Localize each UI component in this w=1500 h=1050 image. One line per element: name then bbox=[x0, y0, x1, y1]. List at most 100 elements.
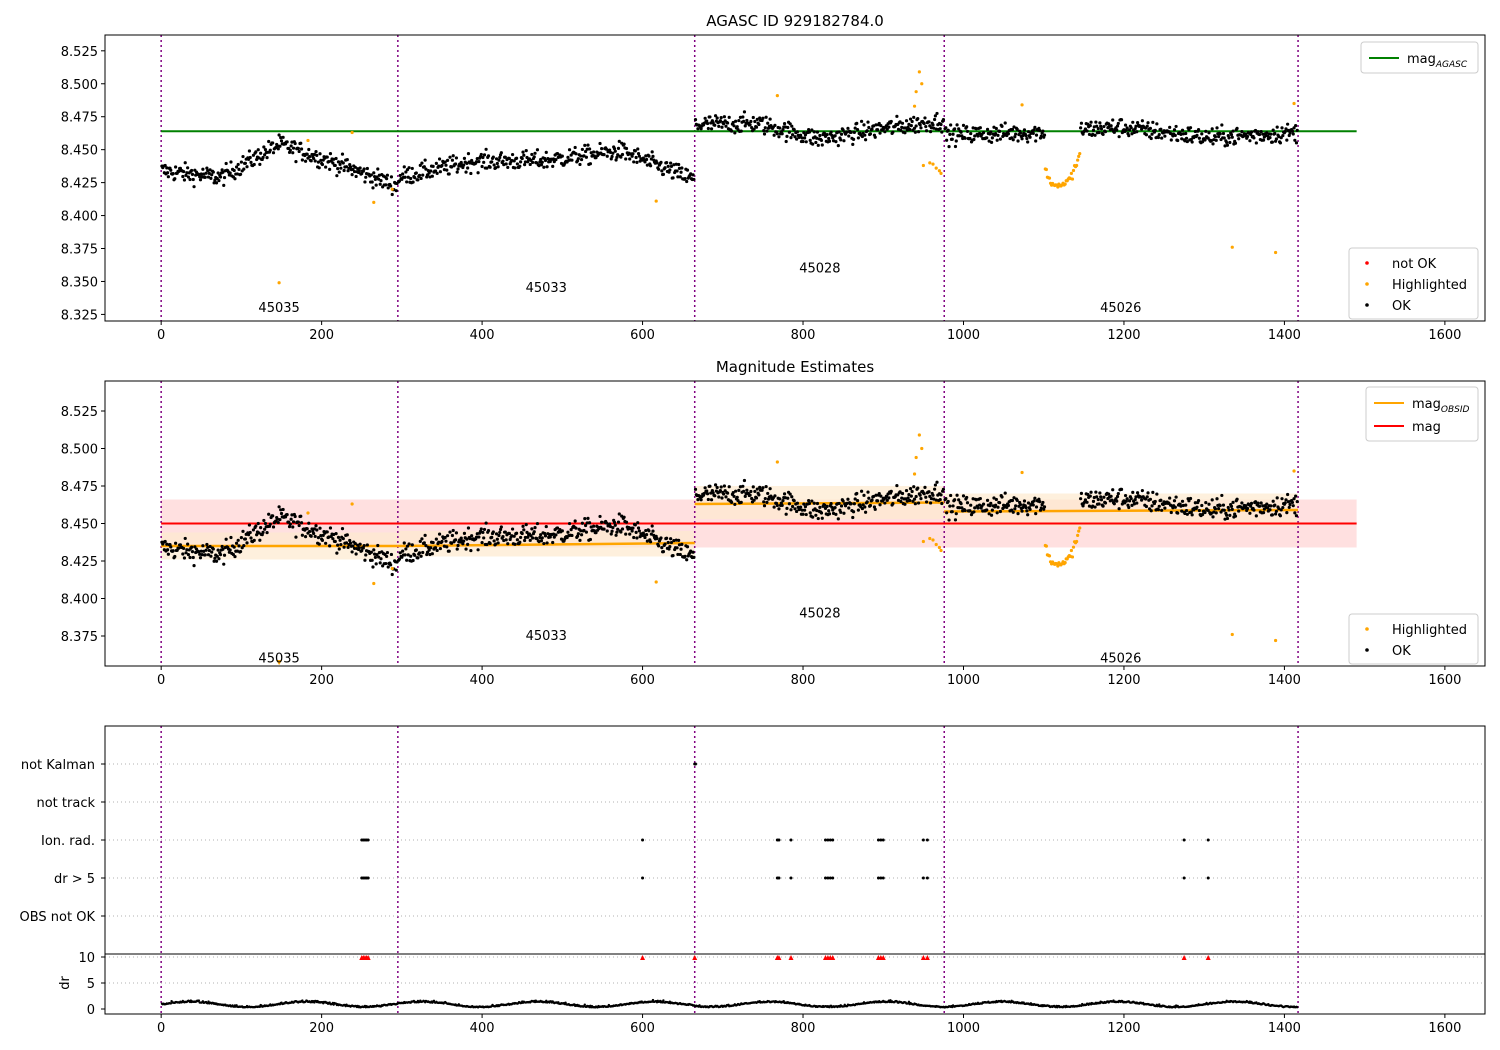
dr-clipped-marker bbox=[924, 955, 930, 960]
highlighted-point bbox=[350, 502, 354, 506]
ok-point bbox=[205, 542, 209, 547]
ok-point bbox=[362, 167, 366, 171]
ok-point bbox=[1016, 512, 1020, 516]
ok-point bbox=[929, 496, 933, 501]
ok-point bbox=[166, 552, 170, 556]
obsid-label: 45035 bbox=[258, 652, 299, 667]
ok-point bbox=[691, 173, 695, 177]
ok-point bbox=[1099, 495, 1103, 499]
ok-point bbox=[810, 499, 814, 503]
ok-point bbox=[772, 505, 776, 509]
flag-point bbox=[789, 838, 793, 842]
ok-point bbox=[872, 494, 876, 499]
ok-point bbox=[624, 520, 629, 524]
x-tick-label: 1400 bbox=[1268, 1021, 1301, 1036]
ok-point bbox=[891, 130, 895, 134]
ok-point bbox=[267, 512, 271, 516]
ok-point bbox=[307, 521, 311, 525]
ok-point bbox=[1129, 126, 1133, 130]
ok-point bbox=[1151, 490, 1155, 494]
ok-point bbox=[544, 524, 548, 529]
legend-point-label: OK bbox=[1392, 644, 1411, 659]
ok-point bbox=[1028, 507, 1032, 512]
ok-point bbox=[499, 151, 503, 155]
ok-point bbox=[924, 500, 929, 504]
ok-point bbox=[1278, 514, 1283, 518]
ok-point bbox=[1197, 136, 1201, 140]
legend-point-swatch bbox=[1365, 282, 1369, 286]
ok-point bbox=[604, 521, 609, 525]
ok-point bbox=[456, 543, 460, 548]
ok-point bbox=[638, 535, 642, 539]
ok-point bbox=[420, 161, 424, 165]
highlighted-point bbox=[928, 161, 932, 165]
ok-point bbox=[766, 121, 770, 125]
ok-point bbox=[334, 156, 338, 161]
ok-point bbox=[285, 512, 289, 517]
ok-point bbox=[1013, 507, 1017, 511]
highlighted-point bbox=[1292, 101, 1296, 106]
ok-point bbox=[1169, 510, 1173, 515]
offscale-marker bbox=[276, 660, 283, 665]
ok-point bbox=[177, 546, 181, 550]
ok-point bbox=[1085, 500, 1089, 504]
ok-point bbox=[1181, 503, 1185, 508]
ok-point bbox=[1288, 131, 1292, 135]
ok-point bbox=[345, 533, 349, 537]
ok-point bbox=[1214, 511, 1218, 515]
ok-point bbox=[743, 494, 747, 498]
ok-point bbox=[573, 145, 577, 150]
ok-point bbox=[1190, 140, 1194, 144]
ok-point bbox=[632, 535, 636, 540]
ok-point bbox=[643, 535, 647, 540]
ok-point bbox=[692, 555, 696, 559]
ok-point bbox=[762, 504, 767, 508]
ok-point bbox=[782, 122, 787, 126]
ok-point bbox=[1091, 499, 1096, 503]
ok-point bbox=[442, 168, 446, 172]
ok-point bbox=[411, 558, 415, 563]
ok-point bbox=[1180, 128, 1185, 132]
ok-point bbox=[444, 163, 448, 167]
ok-point bbox=[1083, 498, 1088, 502]
ok-point bbox=[506, 542, 510, 546]
ok-point bbox=[544, 150, 548, 154]
ok-point bbox=[1149, 509, 1153, 513]
ok-point bbox=[1185, 139, 1189, 144]
ok-point bbox=[552, 535, 556, 539]
ok-point bbox=[523, 538, 527, 543]
ok-point bbox=[878, 131, 882, 135]
x-tick-label: 400 bbox=[470, 673, 495, 688]
ok-point bbox=[644, 528, 648, 533]
ok-point bbox=[1146, 121, 1150, 125]
ok-point bbox=[1188, 126, 1193, 130]
ok-point bbox=[1259, 130, 1263, 134]
ok-point bbox=[402, 165, 406, 169]
ok-point bbox=[1221, 131, 1226, 136]
ok-point bbox=[202, 549, 206, 553]
ok-point bbox=[291, 146, 296, 150]
ok-point bbox=[758, 116, 762, 120]
ok-point bbox=[815, 130, 820, 134]
x-tick-label: 800 bbox=[791, 673, 816, 688]
ok-point bbox=[1183, 511, 1187, 516]
ok-point bbox=[285, 140, 289, 144]
ok-point bbox=[1010, 498, 1015, 503]
ok-point bbox=[807, 498, 811, 503]
ok-point bbox=[519, 160, 523, 164]
ok-point bbox=[1252, 136, 1256, 140]
ok-point bbox=[203, 175, 207, 179]
ok-point bbox=[1286, 500, 1291, 504]
ok-point bbox=[410, 166, 414, 171]
y-tick-label: 8.475 bbox=[61, 111, 98, 126]
ok-point bbox=[523, 163, 527, 167]
ok-point bbox=[900, 125, 904, 129]
ok-point bbox=[790, 495, 794, 499]
ok-point bbox=[608, 524, 613, 529]
ok-point bbox=[721, 492, 726, 496]
ok-point bbox=[188, 177, 192, 182]
ok-point bbox=[397, 557, 402, 561]
ok-point bbox=[324, 541, 328, 545]
ok-point bbox=[495, 161, 499, 166]
ok-point bbox=[945, 138, 949, 142]
